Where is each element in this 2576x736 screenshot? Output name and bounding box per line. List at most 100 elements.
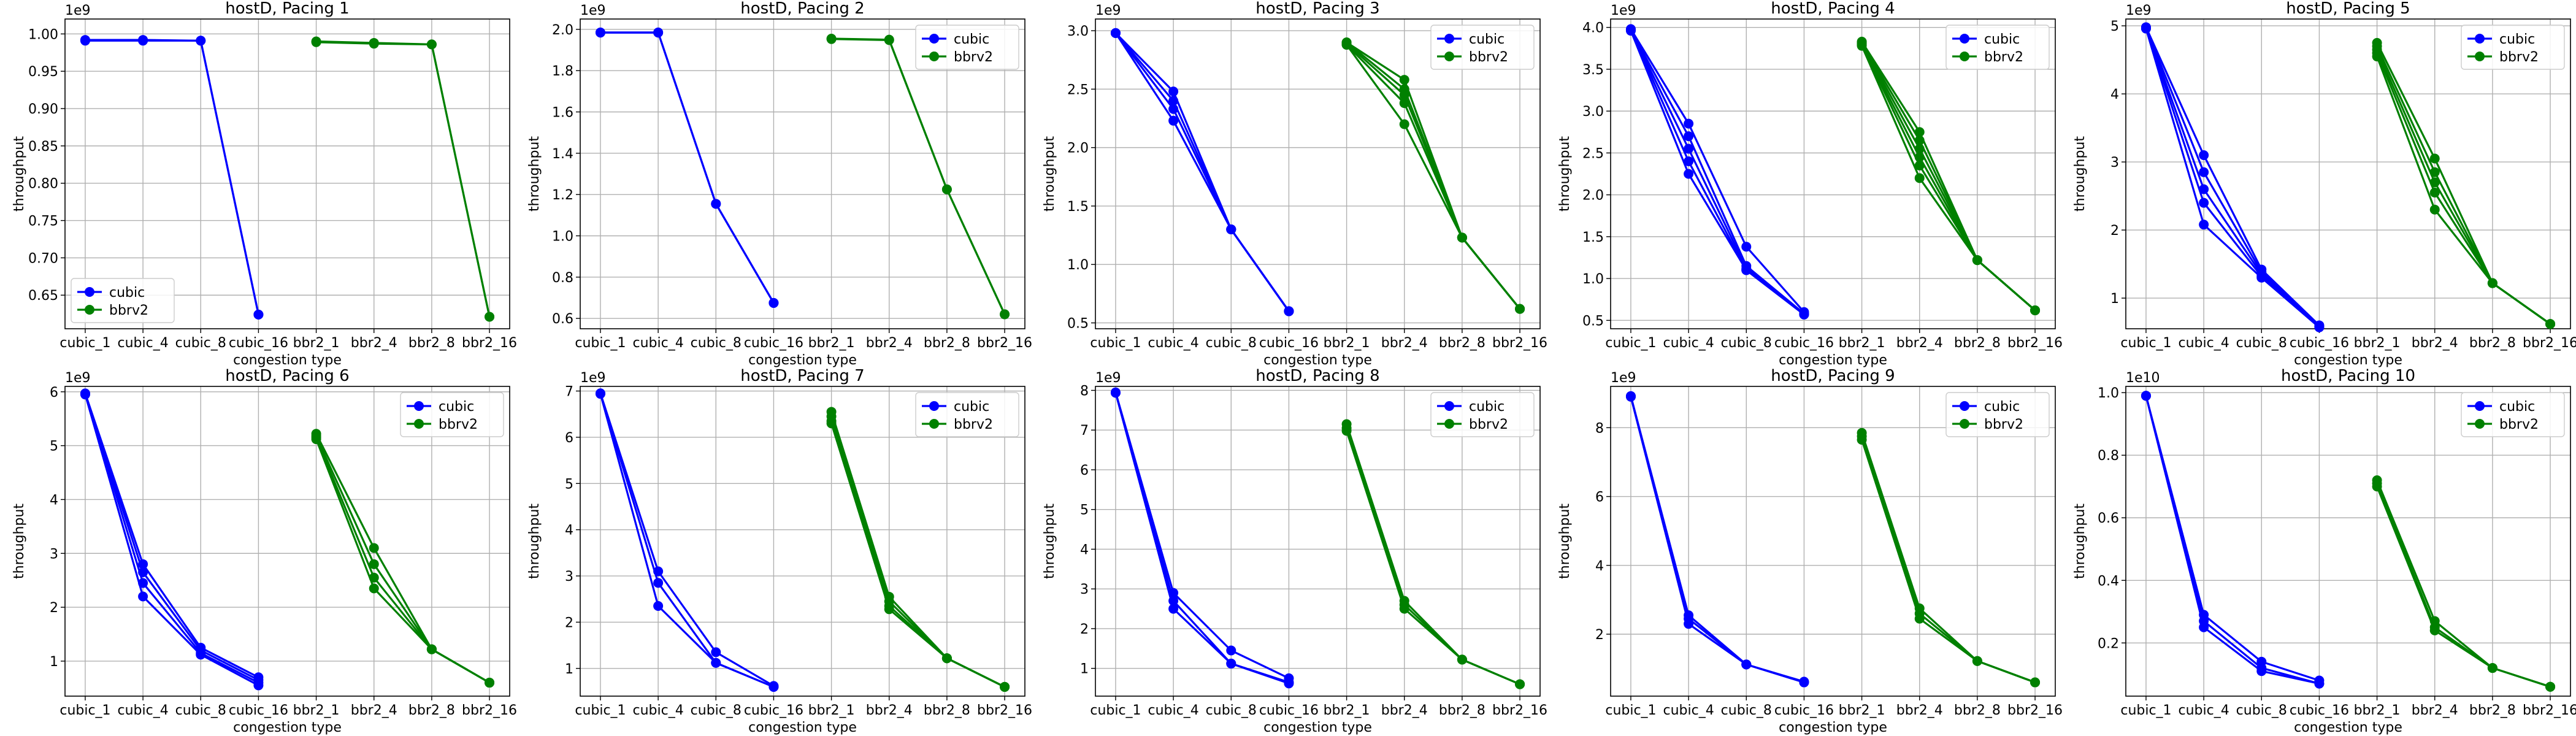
legend-label-cubic: cubic (1469, 32, 1505, 47)
y-tick-label: 1 (2110, 291, 2119, 307)
x-axis-label: congestion type (748, 353, 857, 368)
x-tick-label: bbr2_16 (977, 335, 1032, 351)
legend-box (2461, 25, 2565, 70)
data-point (1399, 90, 1409, 100)
x-tick-label: bbr2_8 (1954, 703, 2001, 718)
series-cubic (595, 27, 779, 308)
y-tick-label: 0.90 (28, 102, 58, 117)
series-cubic (2141, 22, 2325, 332)
y-tick-label: 3.0 (1582, 104, 1604, 120)
y-tick-label: 1.2 (552, 188, 573, 203)
x-tick-label: cubic_4 (1663, 335, 1714, 351)
data-point (884, 604, 894, 615)
data-point (369, 543, 379, 553)
x-tick-label: cubic_16 (1259, 335, 1319, 351)
subplot-title: hostD, Pacing 9 (1771, 367, 1895, 385)
series-cubic (595, 388, 779, 692)
data-point (2429, 177, 2440, 188)
legend-marker-cubic (1444, 34, 1454, 44)
legend-marker-bbrv2 (929, 419, 939, 429)
series-line (1114, 32, 1290, 312)
y-tick-label: 1.0 (1582, 272, 1604, 287)
data-point (1000, 309, 1010, 320)
data-point (2545, 319, 2556, 329)
data-point (1914, 613, 1925, 624)
legend-box (1430, 392, 1535, 437)
legend-label-bbrv2: bbrv2 (1469, 417, 1508, 432)
x-tick-label: bbr2_1 (1324, 703, 1370, 718)
data-point (2545, 681, 2556, 692)
data-point (1110, 28, 1121, 38)
x-tick-label: cubic_1 (2120, 335, 2171, 351)
legend-label-cubic: cubic (1984, 32, 2020, 47)
y-tick-label: 1 (1080, 662, 1089, 677)
data-point (369, 572, 379, 583)
y-tick-label: 2 (1595, 627, 1604, 643)
data-point (2030, 677, 2041, 688)
data-point (711, 657, 721, 668)
legend-label-bbrv2: bbrv2 (439, 417, 478, 432)
series-line (2145, 26, 2320, 326)
legend-label-bbrv2: bbrv2 (1984, 417, 2023, 432)
x-tick-label: bbr2_8 (924, 335, 970, 351)
y-tick-label: 4.0 (1582, 21, 1604, 36)
y-tick-label: 0.8 (552, 270, 573, 286)
legend-marker-cubic (1960, 401, 1969, 411)
data-point (1168, 588, 1179, 598)
y-tick-label: 4 (1080, 542, 1089, 558)
data-point (2199, 184, 2209, 194)
y-tick-label: 0.85 (28, 139, 58, 155)
data-point (1914, 144, 1925, 154)
legend-box (2461, 392, 2565, 437)
data-point (1457, 654, 1467, 665)
x-tick-label: bbr2_16 (2007, 335, 2063, 351)
legend: cubic bbrv2 (1945, 25, 2050, 70)
data-point (2372, 481, 2382, 492)
subplot-6: cubic_1 cubic_4 cubic_8 cubic_16 bbr2_1 bbr2_… (12, 367, 517, 735)
legend-marker-cubic (85, 287, 94, 297)
data-point (884, 35, 894, 45)
x-tick-label: cubic_8 (691, 703, 742, 718)
data-point (1914, 135, 1925, 145)
subplot-7: cubic_1 cubic_4 cubic_8 cubic_16 bbr2_1 bbr2_… (527, 367, 1032, 735)
x-tick-label: bbr2_8 (1954, 335, 2001, 351)
series-bbrv2 (311, 36, 495, 322)
x-tick-label: cubic_8 (175, 335, 226, 351)
data-point (2141, 23, 2151, 34)
legend: cubic bbrv2 (1430, 25, 1535, 70)
legend-label-bbrv2: bbrv2 (1984, 50, 2023, 65)
y-tick-label: 1.0 (2098, 386, 2119, 401)
x-tick-label: cubic_8 (2236, 703, 2287, 718)
grid (1095, 386, 1540, 696)
x-tick-label: bbr2_16 (2523, 703, 2576, 718)
data-point (941, 653, 952, 664)
data-point (138, 36, 148, 46)
data-point (1168, 86, 1179, 97)
data-point (653, 28, 664, 38)
data-point (1399, 98, 1409, 109)
data-point (138, 591, 148, 602)
series-line (2145, 28, 2320, 328)
x-tick-label: cubic_1 (575, 703, 626, 718)
data-point (426, 39, 437, 50)
axes-frame (64, 18, 510, 329)
y-axis-label: throughput (12, 504, 27, 579)
x-tick-label: cubic_1 (1605, 703, 1656, 718)
y-tick-label: 5 (1080, 503, 1089, 518)
x-tick-label: cubic_1 (575, 335, 626, 351)
data-point (1741, 265, 1752, 275)
x-tick-label: cubic_16 (2290, 703, 2349, 718)
data-point (1226, 658, 1236, 669)
series-bbrv2 (826, 33, 1010, 320)
x-tick-label: cubic_16 (1259, 703, 1319, 718)
y-tick-label: 6 (565, 431, 573, 446)
y-tick-label: 0.4 (2098, 573, 2119, 589)
x-axis-label: congestion type (233, 720, 342, 735)
data-point (1799, 309, 1809, 320)
legend-label-cubic: cubic (2499, 399, 2535, 415)
x-tick-label: bbr2_8 (1439, 703, 1485, 718)
subplot-title: hostD, Pacing 1 (225, 0, 349, 18)
data-point (1168, 604, 1179, 614)
x-tick-label: bbr2_1 (1324, 335, 1370, 351)
legend-label-cubic: cubic (109, 285, 145, 301)
